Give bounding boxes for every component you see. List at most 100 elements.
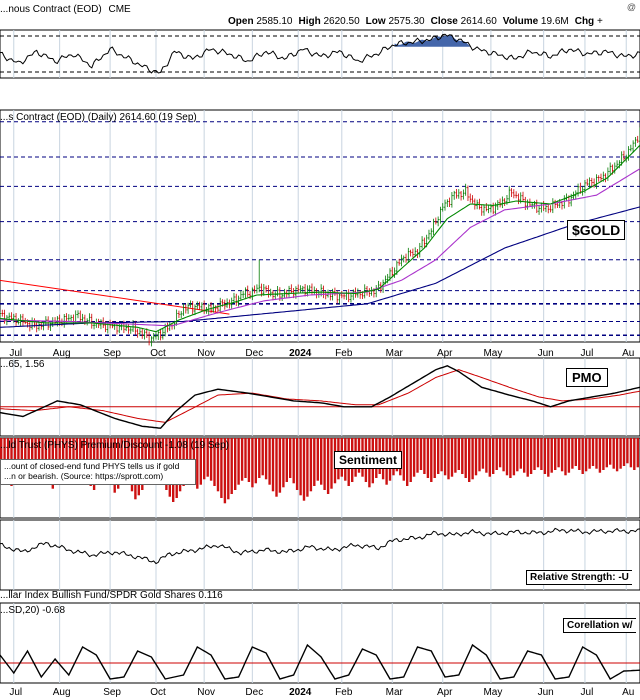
price-month-label-3: Oct: [150, 348, 166, 359]
sentiment-bar-149: [512, 438, 516, 476]
sentiment-bar-65: [223, 438, 227, 504]
sentiment-bar-12: [41, 438, 44, 472]
sentiment-bar-82: [282, 438, 285, 488]
rs-line: [0, 527, 640, 565]
sentiment-bar-45: [154, 438, 158, 473]
bottom-month-label-3: Oct: [150, 687, 166, 698]
sentiment-bar-124: [426, 438, 430, 478]
sentiment-bar-137: [471, 438, 474, 480]
sentiment-bar-88: [302, 438, 306, 501]
sentiment-bar-46: [158, 438, 161, 478]
sentiment-bar-92: [316, 438, 319, 481]
sentiment-bar-25: [86, 438, 89, 480]
price-panel-title: ...s Contract (EOD) (Daily) 2614.60 (19 …: [0, 112, 197, 123]
sentiment-bar-31: [106, 438, 110, 478]
sentiment-bar-70: [240, 438, 244, 481]
ohlc-label-high: High: [298, 16, 324, 27]
price-month-label-6: 2024: [289, 348, 312, 359]
sentiment-bar-78: [268, 438, 271, 485]
sentiment-bar-71: [244, 438, 247, 478]
sentiment-bar-178: [612, 438, 615, 469]
sentiment-bar-135: [464, 438, 467, 478]
sentiment-bar-60: [206, 438, 209, 477]
price-month-label-1: Aug: [53, 348, 71, 359]
chart-title: ...nous Contract (EOD): [0, 4, 102, 15]
price-month-label-11: Jun: [538, 348, 554, 359]
sentiment-bar-83: [285, 438, 288, 482]
sentiment-bar-160: [550, 438, 553, 473]
ohlc-value-chg: +: [596, 16, 603, 27]
sentiment-bar-143: [492, 438, 495, 474]
sentiment-bar-80: [275, 438, 278, 497]
sentiment-bar-91: [313, 438, 316, 486]
sentiment-bar-153: [526, 438, 529, 477]
sentiment-bar-131: [450, 438, 454, 477]
price-candles: [0, 127, 640, 347]
sentiment-bar-4: [13, 438, 17, 477]
sentiment-note: ...ount of closed-end fund PHYS tells us…: [0, 459, 196, 485]
bottom-month-label-9: Apr: [437, 687, 453, 698]
gold-tag: $GOLD: [567, 220, 626, 240]
corr-panel: [0, 602, 640, 684]
sentiment-bar-96: [330, 438, 333, 489]
ohlc-readout: Open 2585.10 High 2620.50 Low 2575.30 Close…: [228, 16, 609, 27]
sentiment-bar-136: [468, 438, 471, 482]
chart-corner: @: [626, 2, 636, 12]
sentiment-bar-84: [289, 438, 292, 478]
sentiment-bar-76: [261, 438, 264, 476]
sentiment-bar-89: [306, 438, 309, 497]
sentiment-bar-141: [485, 438, 488, 473]
sentiment-bar-139: [478, 438, 481, 472]
pmo-panel-values: ...65, 1.56: [0, 359, 45, 370]
sentiment-bar-5: [17, 438, 20, 468]
price-month-label-2: Sep: [103, 348, 121, 359]
sentiment-bar-94: [323, 438, 326, 490]
price-month-label-8: Mar: [386, 348, 404, 359]
sentiment-bar-14: [48, 438, 51, 477]
sentiment-bar-118: [406, 438, 409, 486]
sentiment-bar-17: [58, 438, 61, 473]
sentiment-bar-156: [536, 438, 540, 468]
sentiment-bar-168: [578, 438, 581, 470]
sentiment-bar-19: [65, 438, 68, 478]
sentiment-bar-23: [79, 438, 82, 464]
sentiment-bar-169: [581, 438, 584, 474]
bottom-month-label-11: Jun: [538, 687, 554, 698]
sentiment-bar-132: [454, 438, 457, 473]
sentiment-bar-173: [595, 438, 598, 469]
ohlc-label-chg: Chg: [574, 16, 597, 27]
pmo-signal-line: [0, 369, 640, 423]
sentiment-bar-140: [481, 438, 485, 469]
sentiment-bar-138: [474, 438, 478, 476]
ohlc-value-close: 2614.60: [460, 16, 497, 27]
sentiment-bar-81: [278, 438, 282, 493]
sentiment-bar-9: [31, 438, 34, 476]
bottom-month-label-10: May: [483, 687, 502, 698]
sentiment-bar-58: [199, 438, 202, 485]
sentiment-bar-36: [123, 438, 127, 477]
bottom-month-label-1: Aug: [53, 687, 71, 698]
sentiment-bar-7: [24, 438, 27, 474]
sentiment-bar-61: [209, 438, 213, 481]
sentiment-bar-75: [258, 438, 261, 478]
ohlc-label-open: Open: [228, 16, 257, 27]
chart-exchange: CME: [108, 4, 131, 15]
price-ema20-line: [0, 144, 640, 333]
sentiment-bar-87: [299, 438, 302, 496]
sentiment-bar-150: [516, 438, 519, 472]
pmo-line: [0, 365, 640, 429]
sentiment-bar-181: [622, 438, 626, 466]
sentiment-bar-120: [412, 438, 416, 477]
price-month-label-12: Jul: [581, 348, 594, 359]
sentiment-bar-117: [402, 438, 405, 481]
sentiment-bar-59: [203, 438, 206, 480]
sentiment-bar-170: [584, 438, 588, 472]
sentiment-bar-133: [457, 438, 460, 470]
bottom-month-label-2: Sep: [103, 687, 121, 698]
sentiment-bar-69: [237, 438, 240, 485]
price-month-label-4: Nov: [197, 348, 215, 359]
sentiment-bar-163: [560, 438, 564, 472]
rs-panel-title: ...llar Index Bullish Fund/SPDR Gold Sha…: [0, 590, 223, 601]
sentiment-bar-57: [196, 438, 199, 489]
bottom-month-label-13: Au: [622, 687, 634, 698]
